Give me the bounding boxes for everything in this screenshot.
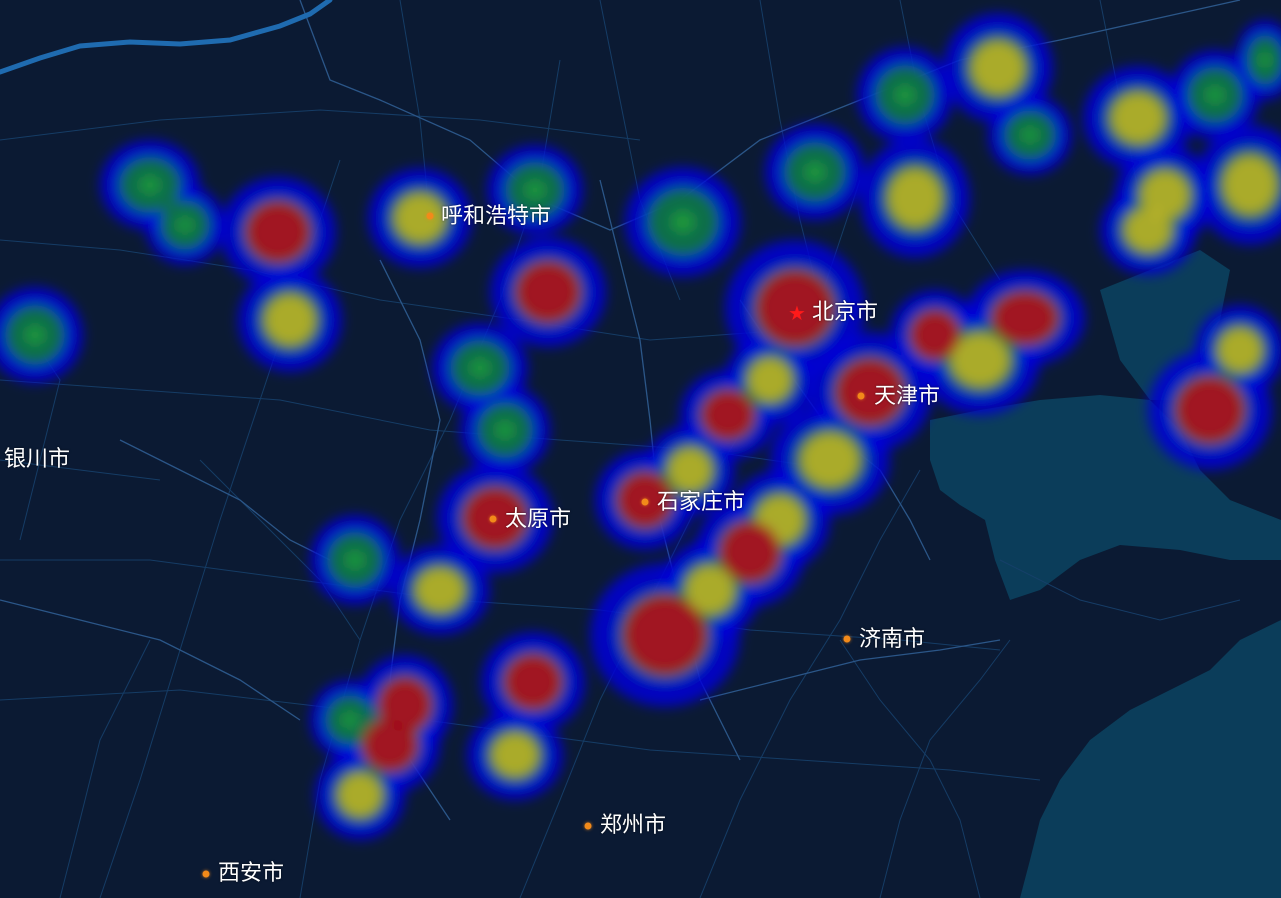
heat-spot xyxy=(805,162,825,182)
heat-spot xyxy=(686,566,734,614)
heat-spot xyxy=(1175,377,1245,443)
heat-spot xyxy=(25,325,45,345)
heat-spot xyxy=(748,358,792,402)
heat-spot xyxy=(416,568,464,612)
heat-spot xyxy=(895,85,915,105)
heat-spot xyxy=(756,270,834,346)
heat-spot xyxy=(1141,171,1189,219)
yellow-sea xyxy=(1020,620,1281,898)
heat-spot xyxy=(1259,52,1271,68)
road-network xyxy=(0,0,1241,898)
city-label-jinan[interactable]: 济南市 xyxy=(859,627,926,652)
bohai-sea xyxy=(930,395,1281,600)
heat-spot xyxy=(910,310,960,360)
heat-spot xyxy=(971,41,1025,95)
heat-spot xyxy=(516,261,580,323)
heat-spot xyxy=(491,733,539,777)
heat-spot xyxy=(362,718,418,772)
heat-spot xyxy=(701,390,755,440)
heat-spot xyxy=(835,359,905,425)
city-label-beijing[interactable]: 北京市 xyxy=(812,300,879,325)
city-label-tianjin[interactable]: 天津市 xyxy=(874,384,941,409)
city-label-xian[interactable]: 西安市 xyxy=(218,861,285,886)
heat-spot xyxy=(801,433,859,487)
heat-spot xyxy=(246,201,310,263)
heat-spot xyxy=(1124,208,1172,252)
heat-spot xyxy=(338,773,382,817)
heat-spot xyxy=(1223,156,1277,214)
heat-spot xyxy=(342,712,358,728)
heat-spot xyxy=(525,181,545,199)
heat-spot xyxy=(623,595,707,675)
heat-spot xyxy=(1111,93,1165,143)
heat-spot xyxy=(719,521,781,583)
city-label-hohhot[interactable]: 呼和浩特市 xyxy=(441,204,552,229)
heat-spot xyxy=(346,551,364,569)
heat-spot xyxy=(470,359,490,377)
heat-spot xyxy=(992,291,1058,345)
river xyxy=(0,0,333,75)
heat-spot xyxy=(951,333,1009,387)
heat-spot xyxy=(1021,127,1039,143)
city-label-yinchuan[interactable]: 银川市 xyxy=(4,447,71,472)
heat-spot xyxy=(671,211,695,233)
heat-spot xyxy=(504,654,562,710)
heat-spot xyxy=(496,421,514,439)
heat-spot xyxy=(140,176,160,194)
heat-spot xyxy=(1218,328,1262,372)
city-label-shijiazhuang[interactable]: 石家庄市 xyxy=(657,490,746,515)
heat-spot xyxy=(668,448,712,492)
city-label-taiyuan[interactable]: 太原市 xyxy=(505,507,572,532)
heat-spot xyxy=(1206,86,1224,104)
heat-spot xyxy=(177,217,193,233)
city-label-zhengzhou[interactable]: 郑州市 xyxy=(600,813,667,838)
heat-spot xyxy=(395,194,445,242)
heat-spot xyxy=(888,169,942,227)
heatmap-layer xyxy=(0,13,1281,840)
heat-spot xyxy=(265,295,315,345)
